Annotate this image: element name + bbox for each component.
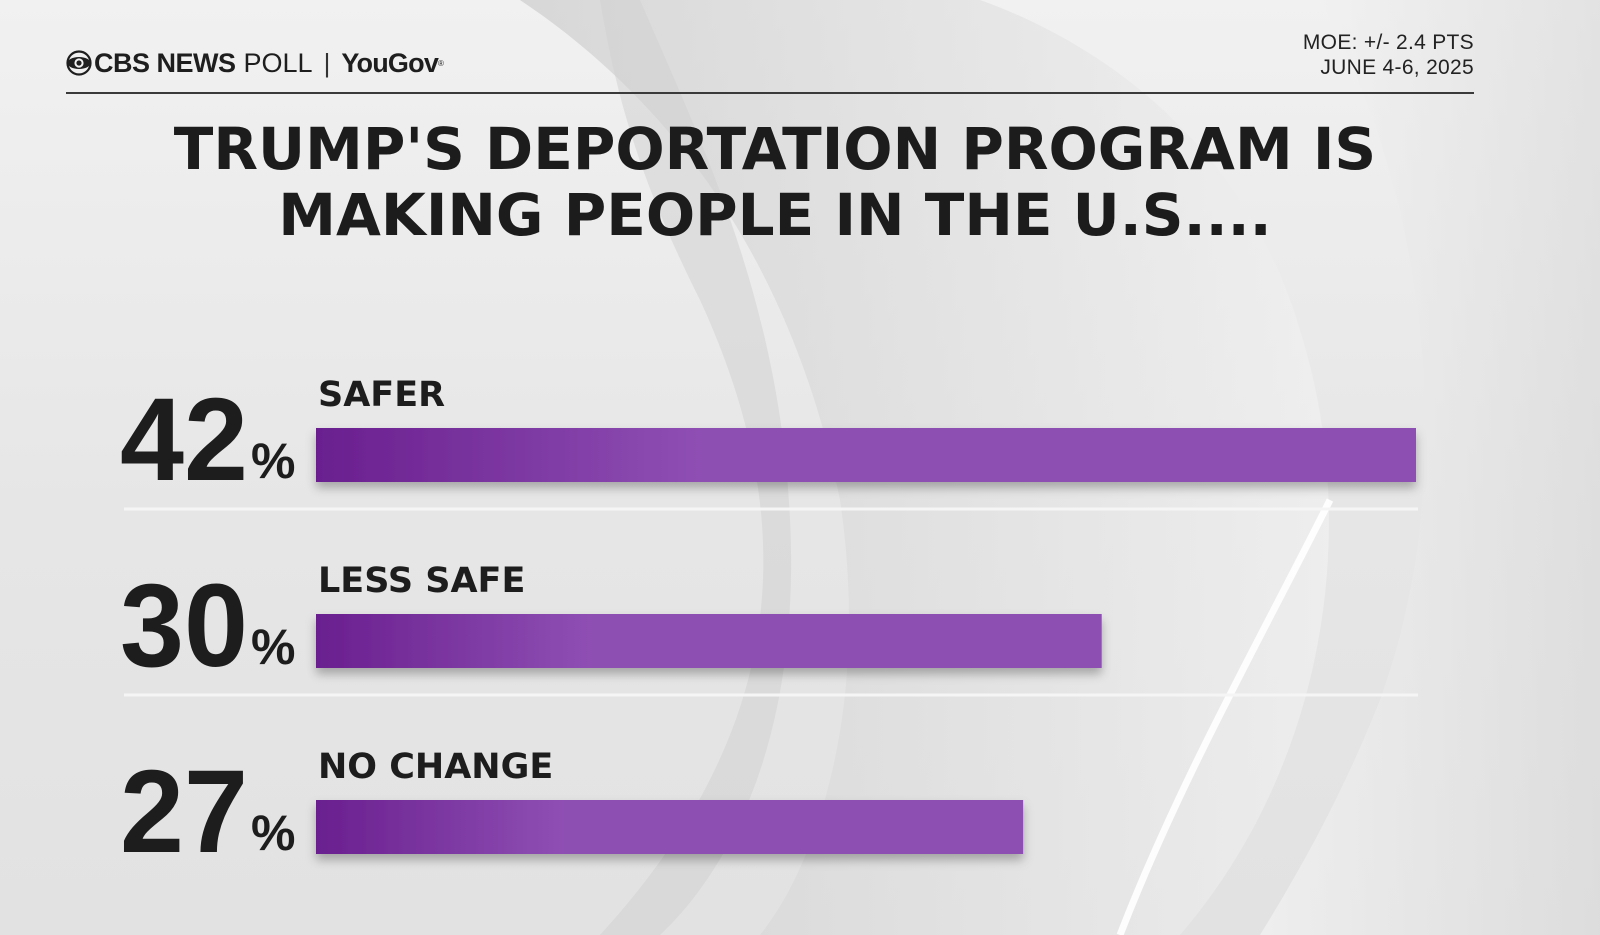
- chart-title: TRUMP'S DEPORTATION PROGRAM IS MAKING PE…: [60, 116, 1490, 248]
- brand-yougov: YouGov: [341, 47, 439, 78]
- header-divider: [66, 92, 1474, 94]
- poll-meta: MOE: +/- 2.4 PTS JUNE 4-6, 2025: [1303, 30, 1474, 80]
- percent-value: 30: [120, 560, 248, 692]
- percent-sign: %: [251, 619, 295, 675]
- bar: [316, 614, 1102, 668]
- percent-value: 27: [120, 746, 248, 878]
- chart-title-line-1: TRUMP'S DEPORTATION PROGRAM IS: [173, 115, 1377, 183]
- cbs-eye-icon: [66, 50, 92, 76]
- margin-of-error: MOE: +/- 2.4 PTS: [1302, 31, 1474, 54]
- bar: [316, 800, 1024, 854]
- percent-value: 42: [120, 374, 248, 506]
- category-label: SAFER: [318, 375, 445, 415]
- brand-separator: |: [323, 47, 331, 78]
- poll-dates: JUNE 4-6, 2025: [1320, 56, 1474, 79]
- percent-sign: %: [251, 805, 295, 861]
- brand-logo: CBS NEWS POLL | YouGov ®: [66, 46, 444, 80]
- bar: [316, 428, 1416, 482]
- chart-title-line-2: MAKING PEOPLE IN THE U.S....: [278, 181, 1272, 249]
- category-label: LESS SAFE: [318, 561, 525, 601]
- percent-sign: %: [251, 433, 295, 489]
- registered-mark-icon: ®: [438, 58, 444, 68]
- category-label: NO CHANGE: [318, 747, 553, 787]
- brand-cbs-news: CBS NEWS: [94, 47, 236, 78]
- brand-poll: POLL: [243, 47, 313, 78]
